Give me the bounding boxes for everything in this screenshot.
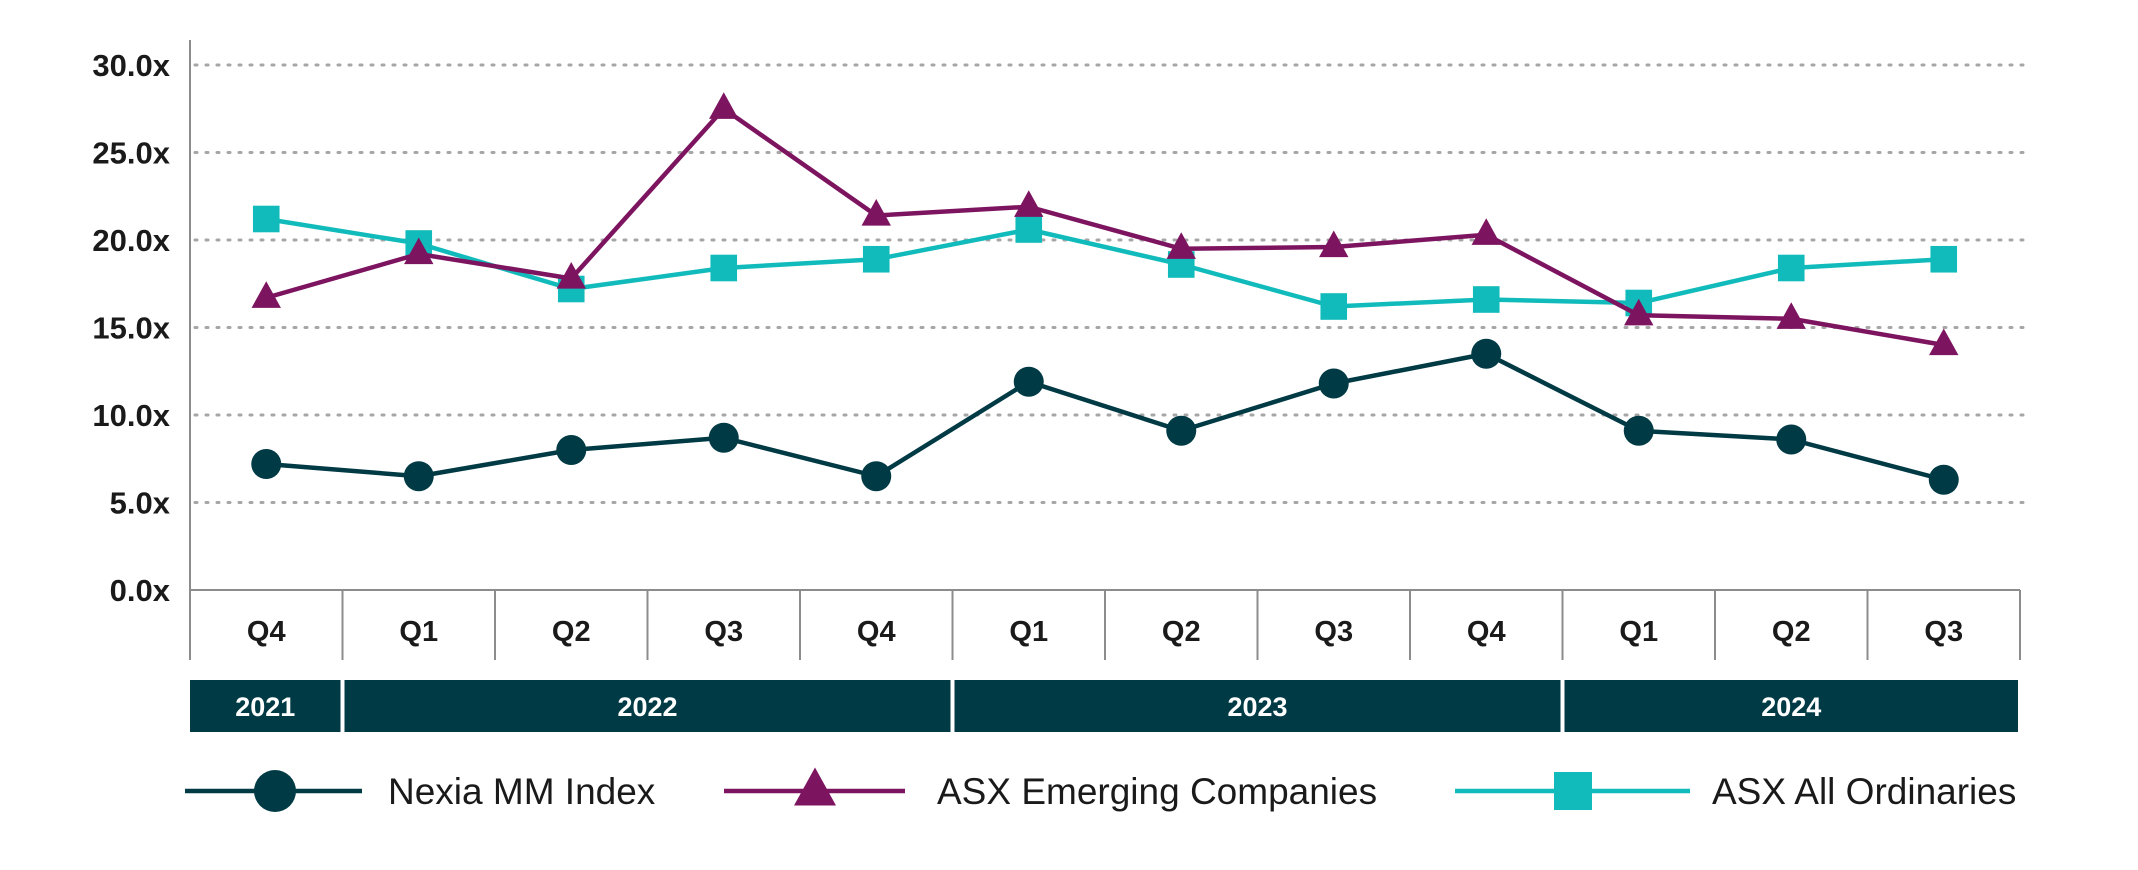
data-point [1471, 338, 1502, 369]
series-line [265, 216, 1944, 309]
year-band [190, 680, 341, 732]
series-asx-emerging-companies [251, 92, 1959, 356]
data-point [1014, 190, 1044, 217]
data-point [1777, 254, 1805, 282]
data-point [861, 199, 891, 226]
x-tick-label: Q1 [1009, 616, 1048, 648]
legend-item-asx-all-ordinaries: ASX All Ordinaries [1455, 771, 2016, 812]
y-tick-label: 5.0x [110, 486, 171, 521]
year-band [1564, 680, 2018, 732]
data-point [251, 449, 282, 479]
series-lines [251, 92, 1959, 495]
year-label: 2024 [1761, 692, 1821, 722]
data-point [251, 281, 281, 308]
year-label: 2023 [1227, 692, 1287, 722]
year-label: 2021 [235, 692, 295, 722]
x-tick-label: Q4 [857, 616, 896, 648]
year-band [344, 680, 951, 732]
year-band [954, 680, 1561, 732]
series-line [265, 106, 1945, 348]
legend-label: Nexia MM Index [388, 771, 656, 812]
data-point [1471, 218, 1501, 245]
y-tick-label: 10.0x [92, 398, 170, 433]
data-point [862, 245, 890, 273]
year-label: 2022 [617, 692, 677, 722]
data-point [404, 237, 434, 265]
data-point [252, 205, 280, 233]
data-point [1013, 366, 1044, 397]
data-point [1320, 293, 1348, 320]
data-point [1319, 230, 1349, 258]
x-axis: Q4 Q1 Q2 Q3 Q4 Q1 Q2 Q3 Q4 Q1 Q2 Q3 2021 2022 2023 2024 [189, 40, 2021, 732]
data-point [1776, 424, 1807, 455]
y-tick-label: 30.0x [92, 48, 170, 83]
data-point [861, 461, 892, 492]
y-tick-label: 25.0x [92, 136, 170, 171]
y-tick-label: 15.0x [92, 311, 170, 346]
data-point [1318, 368, 1349, 399]
data-point [1624, 298, 1654, 326]
data-point [403, 461, 434, 492]
data-point [710, 254, 738, 282]
data-point [1929, 328, 1959, 356]
y-tick-label: 0.0x [110, 573, 171, 608]
y-axis-ticks: 0.0x 5.0x 10.0x 15.0x 20.0x 25.0x 30.0x [92, 48, 170, 608]
legend-label: ASX All Ordinaries [1712, 771, 2016, 812]
x-tick-label: Q3 [1924, 616, 1963, 648]
legend: Nexia MM Index ASX Emerging Companies ASX … [185, 767, 2016, 812]
gridlines [193, 63, 2032, 504]
data-point [1472, 286, 1500, 313]
x-tick-label: Q4 [247, 616, 286, 648]
data-point [1776, 302, 1806, 329]
x-tick-label: Q2 [1772, 616, 1811, 648]
legend-marker [794, 767, 836, 806]
x-tick-label: Q3 [1314, 616, 1353, 648]
series-asx-all-ordinaries [252, 205, 1958, 320]
y-tick-label: 20.0x [92, 223, 170, 258]
data-point [1166, 415, 1197, 446]
x-tick-label: Q2 [1162, 616, 1201, 648]
legend-label: ASX Emerging Companies [937, 771, 1377, 812]
x-tick-label: Q1 [399, 616, 438, 648]
legend-marker [1554, 772, 1592, 810]
x-tick-label: Q4 [1467, 616, 1506, 648]
x-tick-label: Q1 [1619, 616, 1658, 648]
data-point [556, 435, 587, 465]
x-tick-label: Q3 [704, 616, 743, 648]
legend-item-nexia-mm-index: Nexia MM Index [185, 770, 656, 812]
legend-item-asx-emerging-companies: ASX Emerging Companies [724, 767, 1377, 812]
data-point [1928, 464, 1959, 495]
data-point [556, 262, 586, 289]
x-tick-label: Q2 [552, 616, 591, 648]
data-point [709, 92, 739, 119]
legend-marker [254, 770, 296, 812]
data-point [1930, 245, 1958, 273]
data-point [1015, 216, 1043, 243]
data-point [1623, 415, 1654, 446]
series-line [266, 351, 1945, 482]
series-nexia-mm-index [251, 338, 1959, 495]
data-point [1166, 232, 1196, 259]
data-point [708, 422, 739, 453]
